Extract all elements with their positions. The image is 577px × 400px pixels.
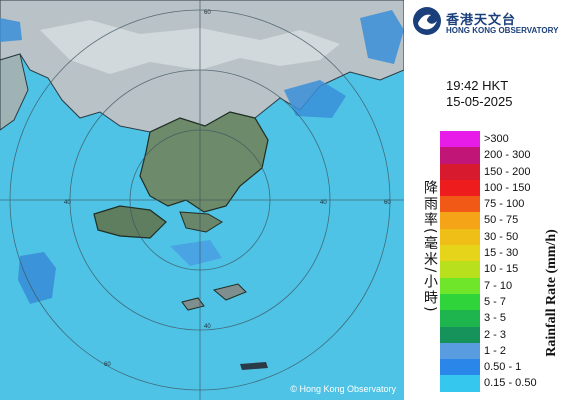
legend-item: 150 - 200 bbox=[440, 163, 572, 180]
island-south-2 bbox=[181, 297, 205, 311]
legend-swatch bbox=[440, 261, 480, 278]
legend-label: 15 - 30 bbox=[484, 247, 519, 260]
legend-label: 0.50 - 1 bbox=[484, 361, 522, 374]
legend-item: >300 bbox=[440, 131, 572, 148]
legend-title-english: Rainfall Rate (mm/h) bbox=[544, 228, 559, 357]
range-rings bbox=[0, 0, 404, 400]
island-south bbox=[212, 283, 247, 301]
rain-echo-northeast bbox=[284, 80, 346, 118]
legend-label: 7 - 10 bbox=[484, 279, 513, 292]
rain-echo-west bbox=[18, 252, 56, 304]
legend-swatch bbox=[440, 163, 480, 180]
hko-logo: 香港天文台 HONG KONG OBSERVATORY bbox=[412, 6, 572, 36]
legend-swatch bbox=[440, 147, 480, 164]
legend-swatch bbox=[440, 212, 480, 229]
observation-date: 15-05-2025 bbox=[446, 94, 513, 109]
legend-swatch bbox=[440, 293, 480, 311]
legend-label: 100 - 150 bbox=[484, 181, 531, 194]
legend-panel: 香港天文台 HONG KONG OBSERVATORY 19:42 HKT 15… bbox=[404, 0, 577, 400]
ring-label: 40 bbox=[320, 200, 327, 206]
legend-label: 0.15 - 0.50 bbox=[484, 377, 537, 390]
legend-item: 0.50 - 1 bbox=[440, 359, 572, 376]
cloud-cover bbox=[40, 20, 340, 74]
legend-swatch bbox=[440, 375, 480, 392]
ring-label: 40 bbox=[204, 324, 211, 330]
legend-swatch bbox=[440, 326, 480, 343]
legend-item: 2 - 3 bbox=[440, 326, 572, 343]
legend-swatch bbox=[440, 179, 480, 197]
legend-swatch bbox=[440, 310, 480, 327]
legend-label: 1 - 2 bbox=[484, 344, 507, 357]
rainfall-legend: >300 200 - 300 150 - 200 100 - 150 75 - 100 5… bbox=[440, 131, 572, 392]
ring-label: 60 bbox=[204, 10, 211, 16]
legend-item: 75 - 100 bbox=[440, 196, 572, 213]
hong-kong-land bbox=[139, 111, 269, 213]
legend-swatch bbox=[440, 277, 480, 294]
legend-item: 7 - 10 bbox=[440, 277, 572, 294]
legend-item: 1 - 2 bbox=[440, 342, 572, 360]
legend-swatch bbox=[440, 245, 480, 262]
legend-label: 2 - 3 bbox=[484, 328, 507, 341]
legend-swatch bbox=[440, 342, 480, 360]
hko-emblem-icon bbox=[413, 7, 441, 35]
legend-swatch bbox=[440, 359, 480, 376]
legend-item: 10 - 15 bbox=[440, 261, 572, 278]
hk-island bbox=[179, 211, 223, 233]
legend-swatch bbox=[440, 196, 480, 213]
legend-label: 150 - 200 bbox=[484, 165, 531, 178]
legend-label: 10 - 15 bbox=[484, 263, 519, 276]
rain-echo-north bbox=[360, 10, 404, 64]
copyright-notice: © Hong Kong Observatory bbox=[290, 384, 396, 394]
legend-label: >300 bbox=[484, 133, 509, 145]
island-far-south bbox=[240, 362, 268, 370]
ring-label: 60 bbox=[104, 362, 111, 368]
legend-swatch bbox=[440, 131, 480, 148]
radar-map: 60 60 60 40 40 40 © Hong Kong Observator… bbox=[0, 0, 404, 400]
legend-item: 50 - 75 bbox=[440, 212, 572, 229]
legend-item: 30 - 50 bbox=[440, 228, 572, 246]
legend-label: 75 - 100 bbox=[484, 198, 525, 211]
legend-item: 5 - 7 bbox=[440, 293, 572, 311]
lantau-island bbox=[93, 205, 167, 239]
legend-title-english-wrap: Rainfall Rate (mm/h) bbox=[537, 205, 567, 380]
legend-label: 200 - 300 bbox=[484, 149, 531, 162]
legend-label: 30 - 50 bbox=[484, 230, 519, 243]
legend-label: 50 - 75 bbox=[484, 214, 519, 227]
rain-echo-central bbox=[170, 240, 222, 266]
west-coast-land bbox=[0, 53, 29, 131]
ring-label: 60 bbox=[384, 200, 391, 206]
legend-item: 15 - 30 bbox=[440, 245, 572, 262]
legend-item: 0.15 - 0.50 bbox=[440, 375, 572, 392]
legend-swatch bbox=[440, 228, 480, 246]
legend-label: 5 - 7 bbox=[484, 295, 507, 308]
ring-label: 40 bbox=[64, 200, 71, 206]
legend-item: 200 - 300 bbox=[440, 147, 572, 164]
observation-time: 19:42 HKT bbox=[446, 78, 509, 93]
legend-item: 100 - 150 bbox=[440, 179, 572, 197]
legend-item: 3 - 5 bbox=[440, 310, 572, 327]
rain-echo-northwest bbox=[0, 18, 22, 42]
legend-title-chinese: 降雨率(毫米/小時) bbox=[422, 180, 438, 314]
org-name-chinese: 香港天文台 bbox=[446, 13, 517, 28]
radar-map-canvas: 60 60 60 40 40 40 bbox=[0, 0, 404, 400]
legend-label: 3 - 5 bbox=[484, 312, 507, 325]
org-name-english: HONG KONG OBSERVATORY bbox=[446, 26, 559, 35]
